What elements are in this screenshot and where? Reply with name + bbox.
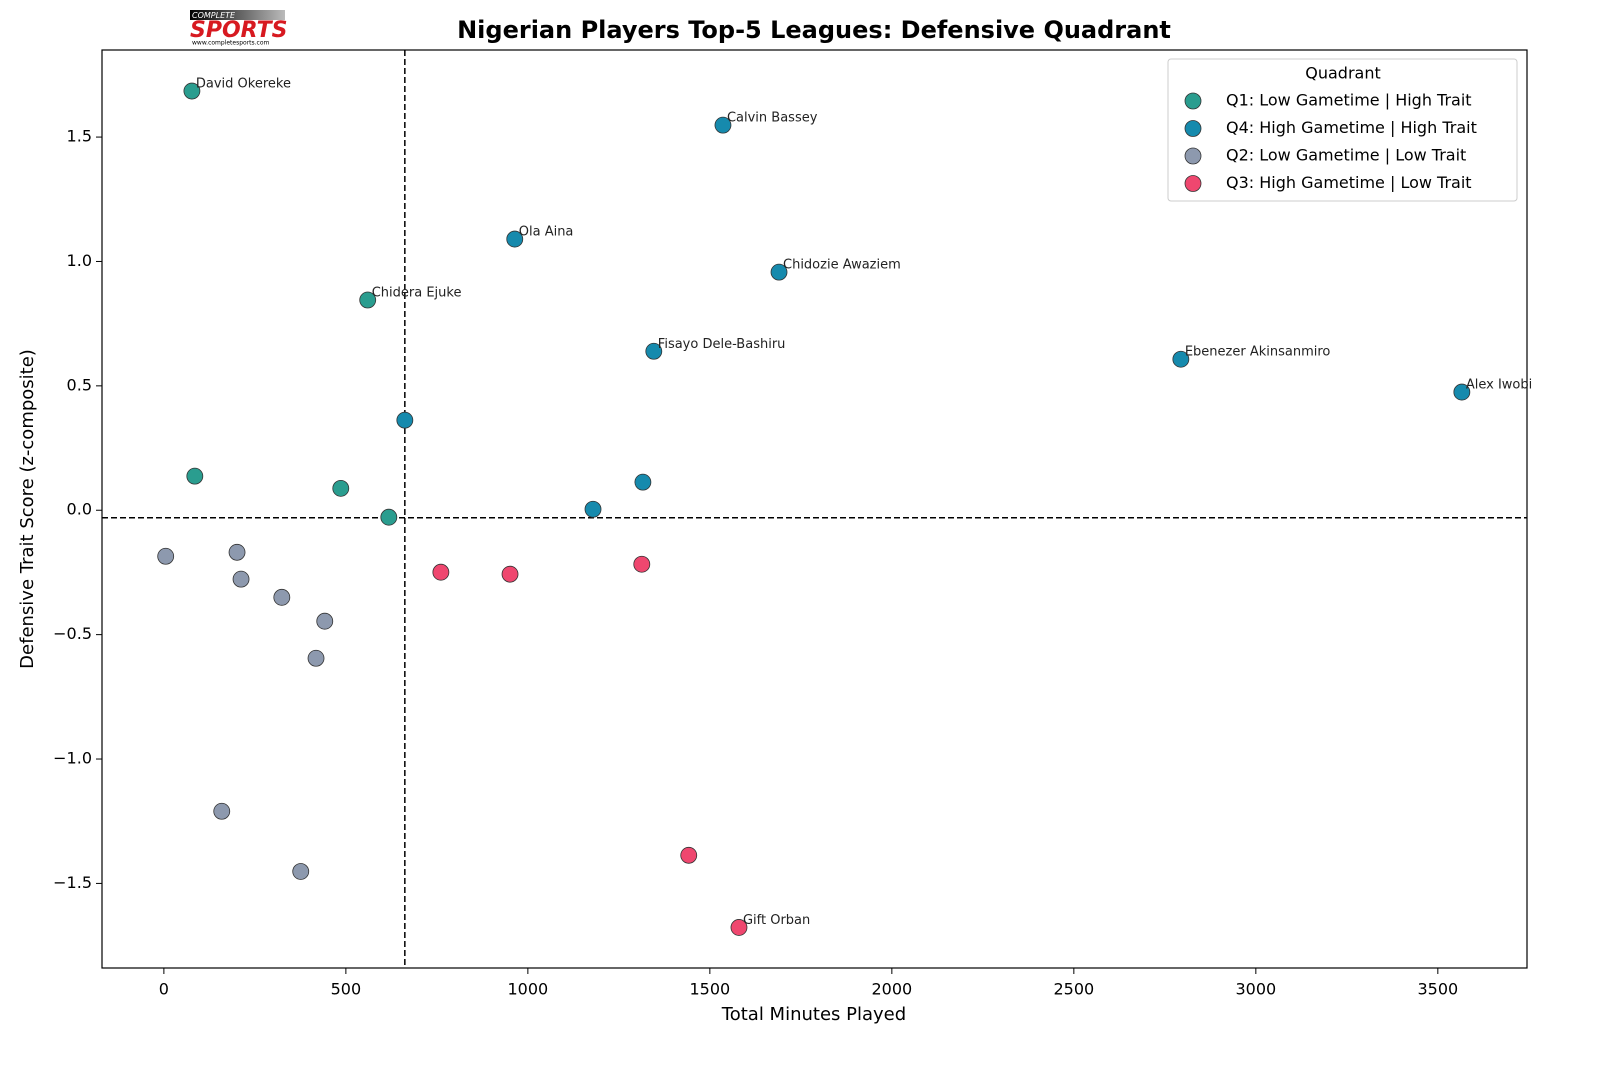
- legend: Quadrant Q1: Low Gametime | High Trait Q4:…: [1167, 58, 1518, 202]
- legend-label: Q3: High Gametime | Low Trait: [1226, 173, 1472, 192]
- legend-marker: [1184, 120, 1202, 137]
- point: [232, 570, 250, 588]
- y-axis-label: Defensive Trait Score (z-composite): [17, 349, 38, 669]
- y-tick-label: −0.5: [53, 624, 92, 643]
- point: [316, 612, 334, 630]
- x-tick-label: 1500: [689, 980, 730, 999]
- point: [1453, 383, 1471, 401]
- point: [432, 563, 450, 581]
- x-tick-label: 3000: [1235, 980, 1276, 999]
- point-label: David Okereke: [196, 77, 291, 92]
- logo: COMPLETE SPORTS www.completesports.com: [190, 10, 287, 47]
- point: [228, 543, 246, 561]
- legend-marker: [1184, 92, 1202, 110]
- logo-top: COMPLETE: [192, 11, 236, 20]
- point: [396, 411, 414, 429]
- point-label: Calvin Bassey: [727, 111, 818, 126]
- point: [634, 473, 652, 491]
- point: [380, 508, 398, 526]
- point: [157, 547, 175, 565]
- point-label: Ebenezer Akinsanmiro: [1185, 345, 1331, 360]
- x-tick-label: 0: [159, 980, 169, 999]
- point: [680, 846, 698, 864]
- point: [183, 82, 201, 100]
- x-axis-label: Total Minutes Played: [721, 1004, 906, 1025]
- point-label: Gift Orban: [743, 913, 810, 928]
- point: [332, 479, 350, 497]
- point: [359, 291, 377, 309]
- y-tick-label: 0.0: [67, 500, 92, 519]
- logo-main: SPORTS: [190, 18, 287, 43]
- point-label: Fisayo Dele-Bashiru: [658, 337, 786, 352]
- legend-marker: [1184, 175, 1202, 192]
- legend-label: Q1: Low Gametime | High Trait: [1226, 91, 1472, 110]
- point: [213, 802, 231, 820]
- legend-title: Quadrant: [1305, 64, 1381, 83]
- point-label: Chidera Ejuke: [372, 286, 462, 301]
- point: [645, 342, 663, 360]
- logo-url: www.completesports.com: [192, 40, 270, 47]
- point: [770, 263, 788, 281]
- chart-title: Nigerian Players Top-5 Leagues: Defensiv…: [457, 16, 1171, 44]
- point: [186, 467, 204, 485]
- y-tick-label: −1.0: [53, 749, 92, 768]
- point-label: Ola Aina: [519, 225, 574, 240]
- point: [307, 649, 325, 667]
- x-tick-label: 1000: [508, 980, 549, 999]
- x-tick-label: 3500: [1417, 980, 1458, 999]
- point: [273, 588, 291, 606]
- x-tick-label: 2500: [1053, 980, 1094, 999]
- y-tick-label: 1.5: [67, 127, 92, 146]
- point-label: Alex Iwobi: [1466, 378, 1532, 393]
- point: [292, 863, 310, 880]
- x-tick-label: 2000: [871, 980, 912, 999]
- y-tick-label: 1.0: [67, 251, 92, 270]
- x-tick-label: 500: [331, 980, 362, 999]
- point: [633, 555, 651, 573]
- plot-frame: [101, 49, 1528, 969]
- point: [501, 565, 519, 583]
- legend-box: [1167, 58, 1518, 202]
- legend-label: Q2: Low Gametime | Low Trait: [1226, 146, 1466, 165]
- point: [584, 500, 602, 518]
- point: [506, 230, 524, 248]
- point-label: Chidozie Awaziem: [783, 258, 901, 273]
- legend-marker: [1184, 147, 1202, 165]
- point: [730, 919, 748, 936]
- point: [1172, 350, 1190, 368]
- legend-label: Q4: High Gametime | High Trait: [1226, 118, 1477, 137]
- logo-bar: [190, 10, 285, 20]
- y-tick-label: 0.5: [67, 375, 92, 394]
- y-tick-label: −1.5: [53, 873, 92, 892]
- point: [714, 116, 732, 134]
